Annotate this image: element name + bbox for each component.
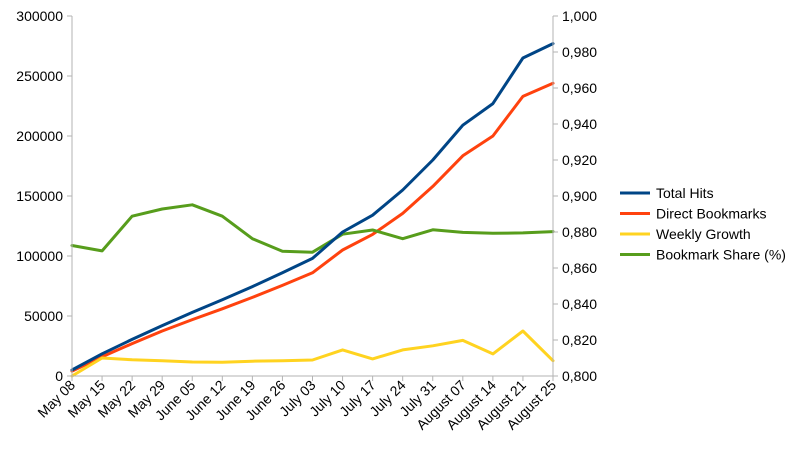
left-tick-label: 100000 <box>16 248 63 264</box>
legend: Total Hits Direct Bookmarks Weekly Growth B… <box>620 185 786 263</box>
axes-layer <box>71 16 554 377</box>
legend-label: Bookmark Share (%) <box>656 247 786 263</box>
right-axis-ticks: 0,800 0,820 0,840 0,860 0,880 0,900 0,920 0,940… <box>553 8 597 384</box>
right-tick-label: 0,880 <box>562 224 597 240</box>
left-tick-label: 150000 <box>16 188 63 204</box>
left-tick-label: 50000 <box>24 308 63 324</box>
right-tick-label: 0,840 <box>562 296 597 312</box>
legend-label: Total Hits <box>656 185 714 201</box>
series-line-0 <box>70 42 555 372</box>
series-layer <box>70 42 555 378</box>
left-tick-label: 300000 <box>16 8 63 24</box>
series-line-2 <box>70 329 555 378</box>
right-tick-label: 1,000 <box>562 8 597 24</box>
right-tick-label: 0,920 <box>562 152 597 168</box>
series-line-1 <box>70 81 555 373</box>
legend-label: Direct Bookmarks <box>656 206 766 222</box>
left-axis-ticks: 0 50000 100000 150000 200000 250000 300000 <box>16 8 72 384</box>
left-tick-label: 200000 <box>16 128 63 144</box>
series-line-3 <box>70 203 555 254</box>
right-tick-label: 0,900 <box>562 188 597 204</box>
right-tick-label: 0,960 <box>562 80 597 96</box>
right-tick-label: 0,820 <box>562 332 597 348</box>
left-tick-label: 250000 <box>16 68 63 84</box>
right-tick-label: 0,980 <box>562 44 597 60</box>
left-tick-label: 0 <box>55 368 63 384</box>
right-tick-label: 0,860 <box>562 260 597 276</box>
legend-label: Weekly Growth <box>656 226 751 242</box>
right-tick-label: 0,800 <box>562 368 597 384</box>
right-tick-label: 0,940 <box>562 116 597 132</box>
